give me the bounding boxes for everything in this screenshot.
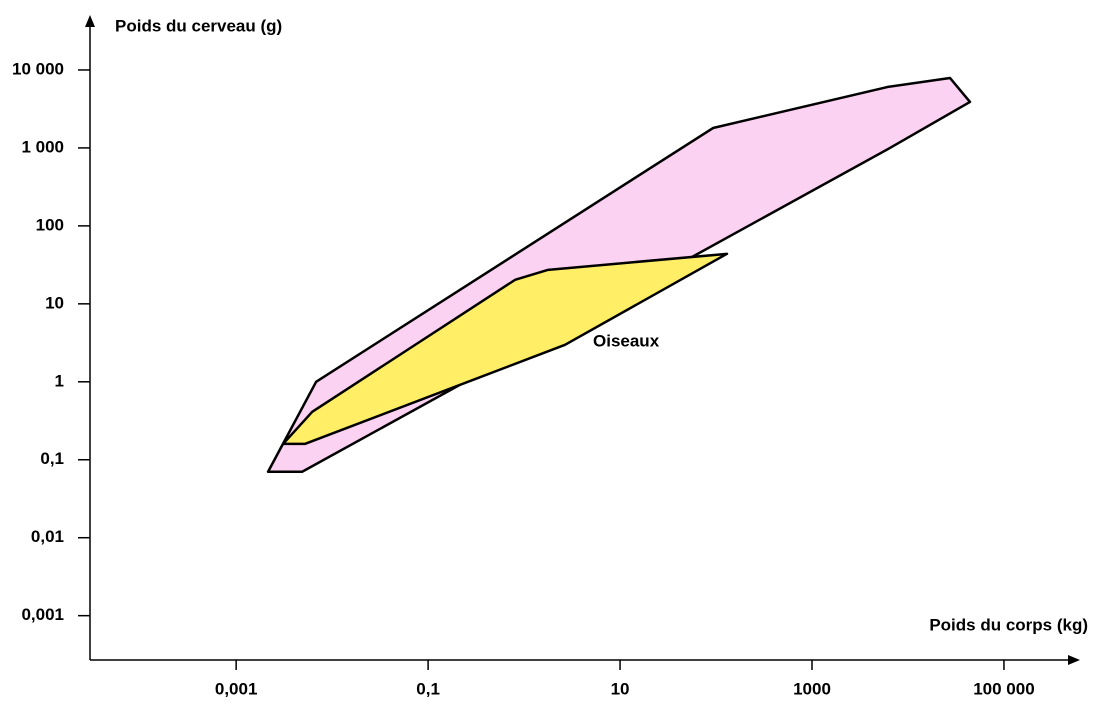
y-tick-label: 10 000 xyxy=(12,59,64,78)
series-label: Oiseaux xyxy=(593,331,660,350)
y-tick-label: 0,01 xyxy=(31,527,64,546)
x-axis-label: Poids du corps (kg) xyxy=(929,615,1088,634)
x-tick-label: 10 xyxy=(611,679,630,698)
y-tick-label: 1 xyxy=(55,371,64,390)
area xyxy=(281,252,729,446)
x-tick-label: 0,1 xyxy=(416,679,440,698)
y-tick-label: 0,001 xyxy=(21,605,64,624)
y-tick-label: 0,1 xyxy=(40,449,64,468)
x-tick-label: 1000 xyxy=(793,679,831,698)
y-tick-label: 100 xyxy=(36,215,64,234)
x-tick-label: 0,001 xyxy=(215,679,258,698)
x-tick-label: 100 000 xyxy=(973,679,1034,698)
y-axis-label: Poids du cerveau (g) xyxy=(115,16,282,35)
y-tick-label: 10 xyxy=(45,293,64,312)
x-axis-arrow xyxy=(1068,655,1080,665)
y-axis-arrow xyxy=(85,15,95,27)
y-tick-label: 1 000 xyxy=(21,137,64,156)
